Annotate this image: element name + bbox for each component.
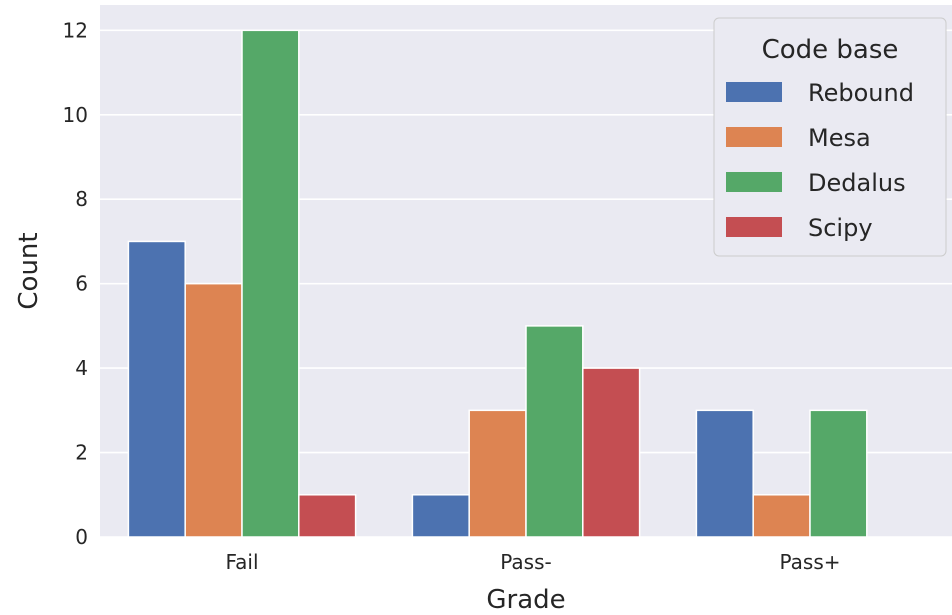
bar-dedalus-fail <box>242 30 299 537</box>
y-tick-label: 10 <box>63 103 88 127</box>
bar-mesa-pass <box>469 410 526 537</box>
legend-swatch-scipy <box>726 217 782 237</box>
y-tick-label: 4 <box>75 356 88 380</box>
x-tick-label: Pass- <box>500 550 551 574</box>
legend-label-scipy: Scipy <box>808 214 873 242</box>
bar-rebound-pass <box>412 495 469 537</box>
legend-swatch-mesa <box>726 127 782 147</box>
bar-dedalus-pass <box>526 326 583 537</box>
legend-swatch-rebound <box>726 82 782 102</box>
legend: Code base Rebound Mesa Dedalus Scipy <box>714 18 946 256</box>
bar-scipy-pass <box>583 368 640 537</box>
x-tick-label: Pass+ <box>779 550 840 574</box>
legend-swatch-dedalus <box>726 172 782 192</box>
y-tick-label: 2 <box>75 441 88 465</box>
legend-label-rebound: Rebound <box>808 79 914 107</box>
y-axis-title: Count <box>14 232 44 309</box>
y-tick-labels: 0 2 4 6 8 10 12 <box>63 18 88 549</box>
bar-dedalus-pass <box>810 410 867 537</box>
legend-label-dedalus: Dedalus <box>808 169 906 197</box>
x-axis-title: Grade <box>486 585 565 615</box>
y-tick-label: 6 <box>75 272 88 296</box>
bar-mesa-pass <box>753 495 810 537</box>
x-tick-label: Fail <box>225 550 258 574</box>
y-tick-label: 8 <box>75 187 88 211</box>
x-tick-labels: Fail Pass- Pass+ <box>225 550 840 574</box>
bar-mesa-fail <box>185 284 242 537</box>
legend-label-mesa: Mesa <box>808 124 871 152</box>
bar-rebound-pass <box>696 410 753 537</box>
legend-title: Code base <box>762 35 899 65</box>
y-tick-label: 0 <box>75 525 88 549</box>
bar-scipy-fail <box>299 495 356 537</box>
y-tick-label: 12 <box>63 18 88 42</box>
bar-rebound-fail <box>128 241 185 537</box>
